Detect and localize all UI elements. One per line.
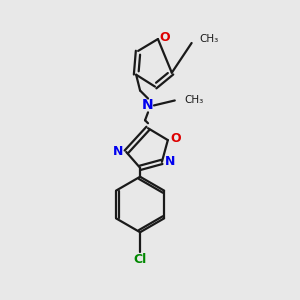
Text: N: N	[113, 146, 124, 158]
Text: Cl: Cl	[134, 254, 147, 266]
Text: N: N	[165, 155, 175, 168]
Text: O: O	[170, 132, 181, 145]
Text: O: O	[160, 31, 170, 44]
Text: N: N	[142, 98, 154, 112]
Text: CH₃: CH₃	[185, 95, 204, 106]
Text: CH₃: CH₃	[200, 34, 219, 44]
